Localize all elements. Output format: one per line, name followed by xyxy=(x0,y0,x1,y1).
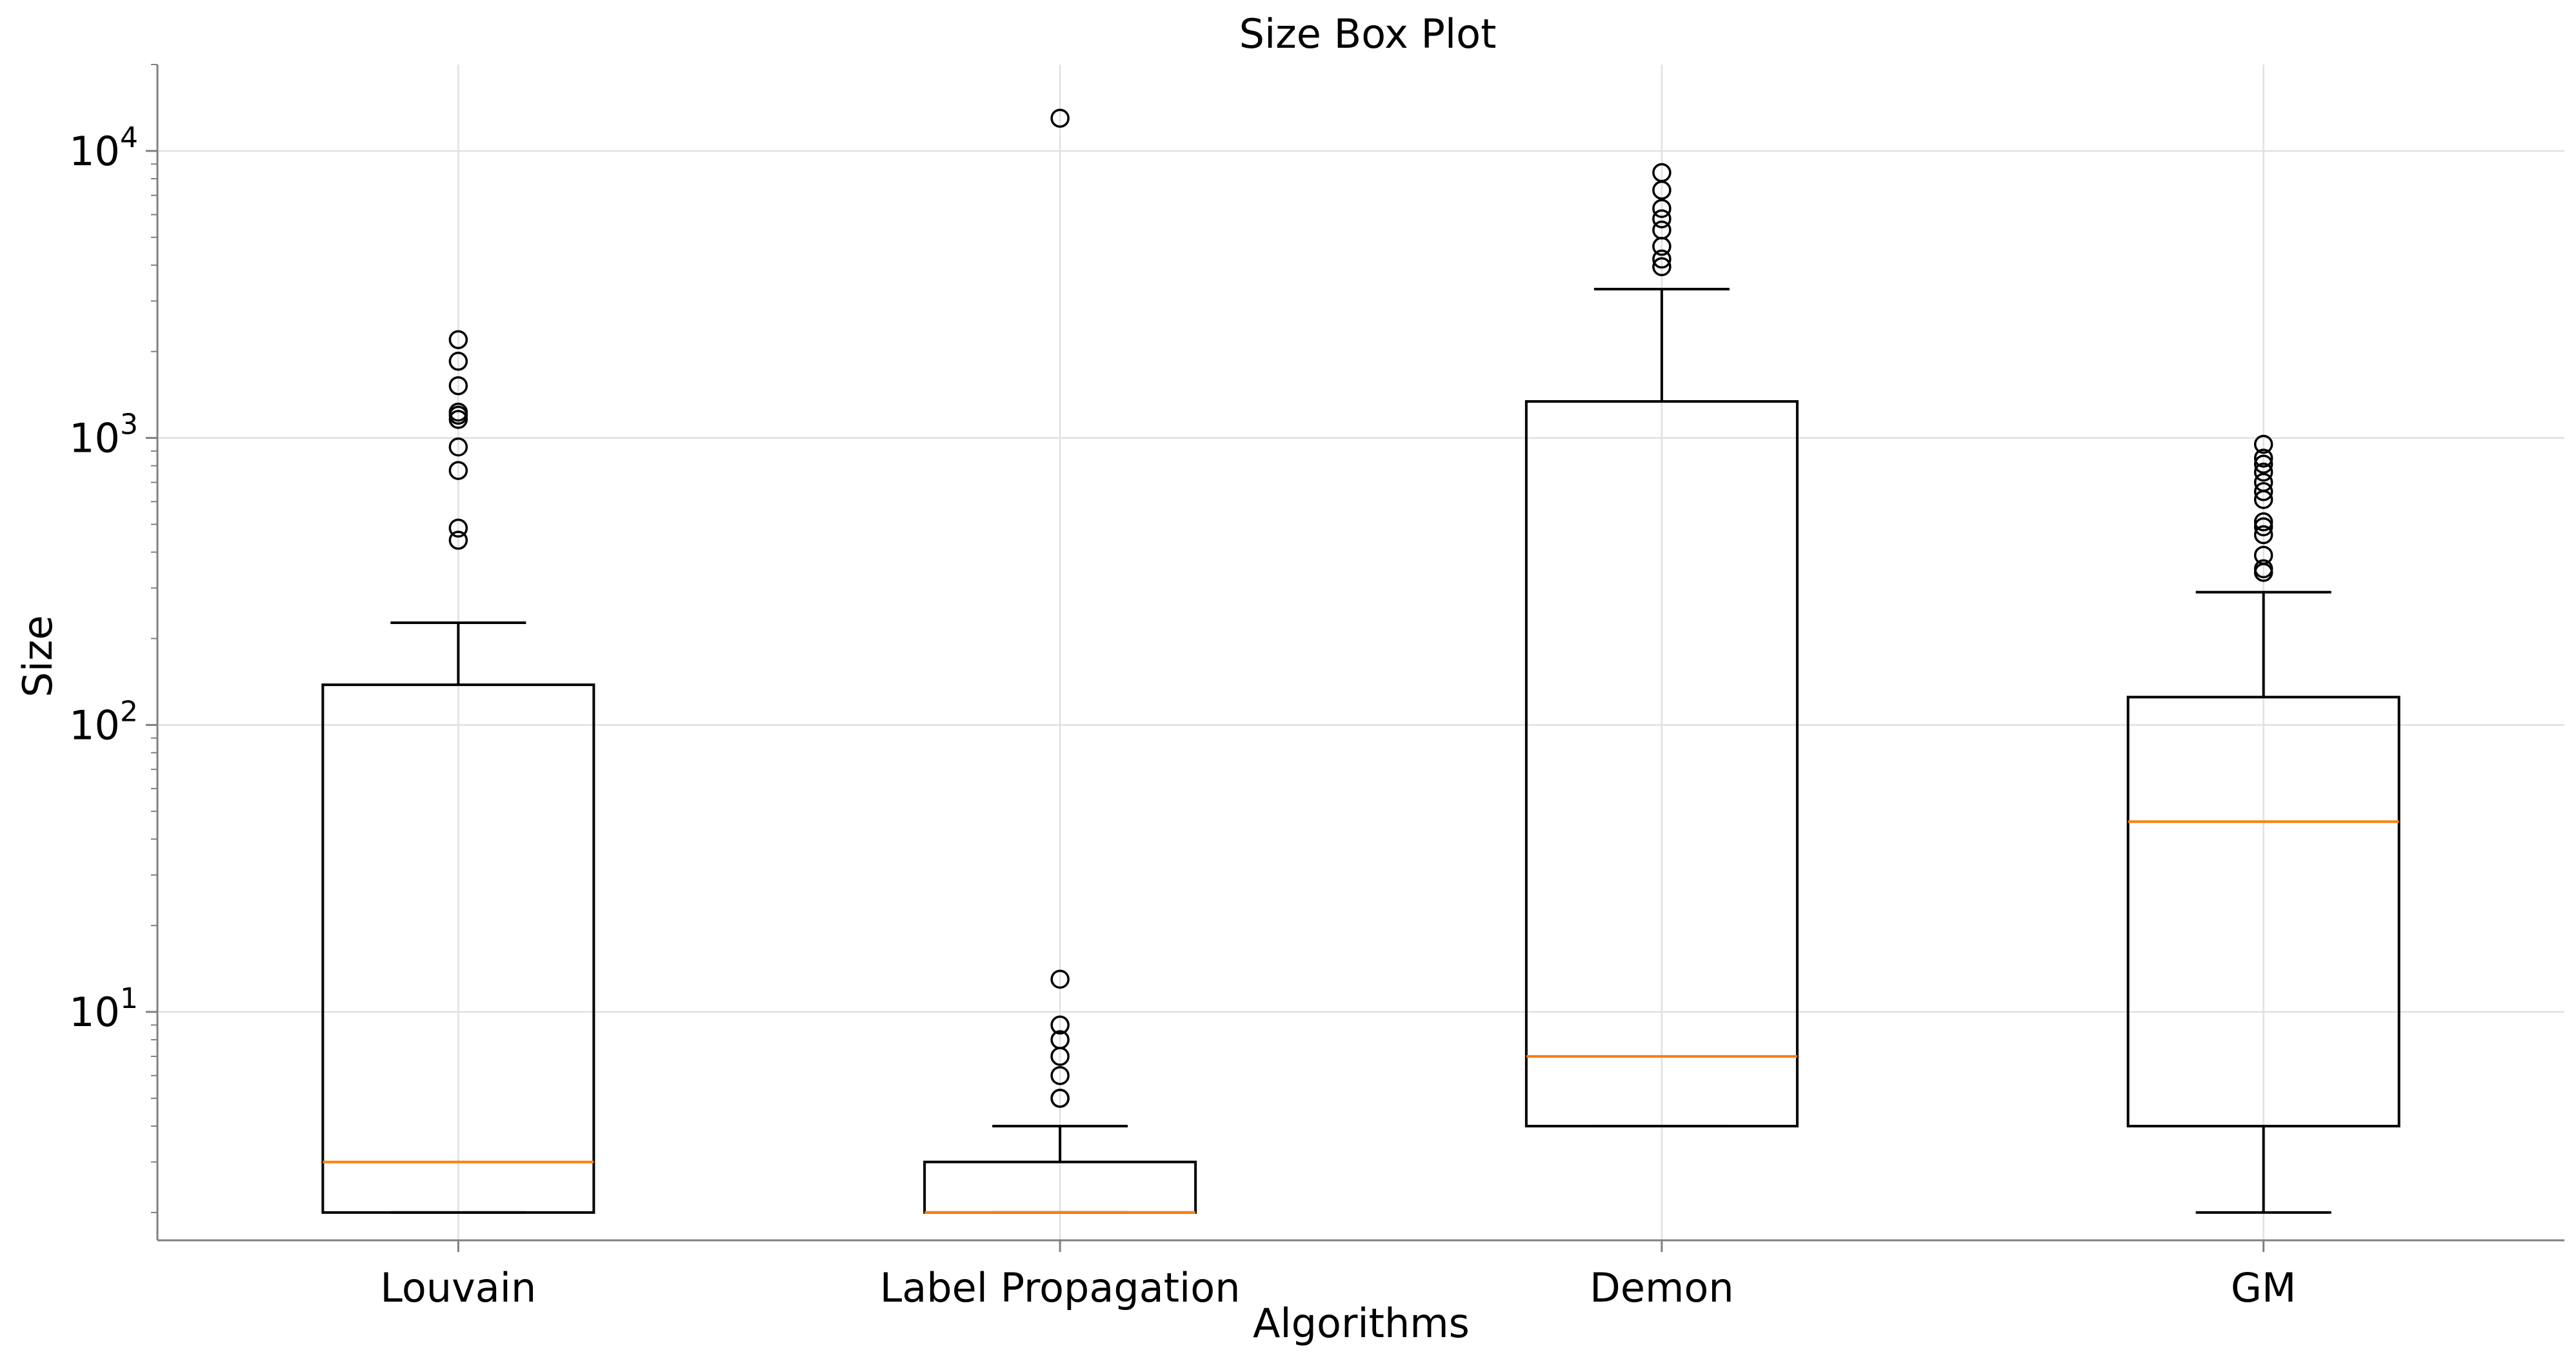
x-tick-label: Demon xyxy=(1590,1264,1734,1311)
outlier-point xyxy=(2253,517,2273,537)
outlier-point xyxy=(448,376,468,396)
outlier-point xyxy=(1652,249,1672,269)
outlier-point xyxy=(448,437,468,457)
outlier-point xyxy=(2253,472,2273,492)
outlier-point xyxy=(2253,449,2273,468)
box-group xyxy=(2126,434,2401,1214)
y-tick-label: 103 xyxy=(69,408,138,462)
outlier-point xyxy=(448,530,468,550)
outlier-point xyxy=(448,330,468,350)
outlier-point xyxy=(2253,559,2273,579)
outlier-point xyxy=(448,352,468,371)
x-axis-label: Algorithms xyxy=(1253,1300,1470,1347)
grid-lines xyxy=(157,65,2564,1240)
outlier-point xyxy=(2253,545,2273,565)
x-tick-label: GM xyxy=(2231,1264,2297,1311)
x-tick-label: Louvain xyxy=(380,1264,536,1311)
box-group xyxy=(321,330,595,1214)
box-group xyxy=(1524,163,1799,1128)
y-tick-label: 102 xyxy=(69,695,138,749)
iqr-box xyxy=(2126,696,2401,1128)
outlier-point xyxy=(448,461,468,480)
y-axis-label: Size xyxy=(14,615,61,697)
outlier-point xyxy=(2253,462,2273,482)
outlier-point xyxy=(2253,434,2273,454)
outlier-point xyxy=(2253,454,2273,474)
outlier-point xyxy=(2253,512,2273,532)
outlier-point xyxy=(1050,1089,1070,1108)
boxes xyxy=(321,108,2401,1214)
x-tick-label: Label Propagation xyxy=(880,1264,1241,1311)
chart-title: Size Box Plot xyxy=(1239,10,1497,57)
outlier-point xyxy=(1652,257,1672,277)
outlier-point xyxy=(1652,163,1672,183)
outlier-point xyxy=(1652,209,1672,228)
y-tick-label: 104 xyxy=(69,121,138,175)
axes xyxy=(146,64,2564,1252)
iqr-box xyxy=(321,683,595,1214)
outlier-point xyxy=(1652,199,1672,218)
outlier-point xyxy=(2253,525,2273,545)
outlier-point xyxy=(2253,482,2273,501)
outlier-point xyxy=(1050,969,1070,989)
outlier-point xyxy=(448,518,468,538)
outlier-point xyxy=(1050,108,1070,128)
outlier-point xyxy=(1652,220,1672,240)
iqr-box xyxy=(1524,400,1799,1128)
outlier-point xyxy=(1050,1030,1070,1049)
outlier-point xyxy=(1050,1065,1070,1085)
tick-labels: 101 102 103 104 Louvain Label Propagation Demo… xyxy=(69,121,2296,1311)
outlier-point xyxy=(1050,1015,1070,1035)
outlier-point xyxy=(448,402,468,422)
y-tick-label: 101 xyxy=(69,982,138,1036)
box-group xyxy=(923,108,1197,1214)
